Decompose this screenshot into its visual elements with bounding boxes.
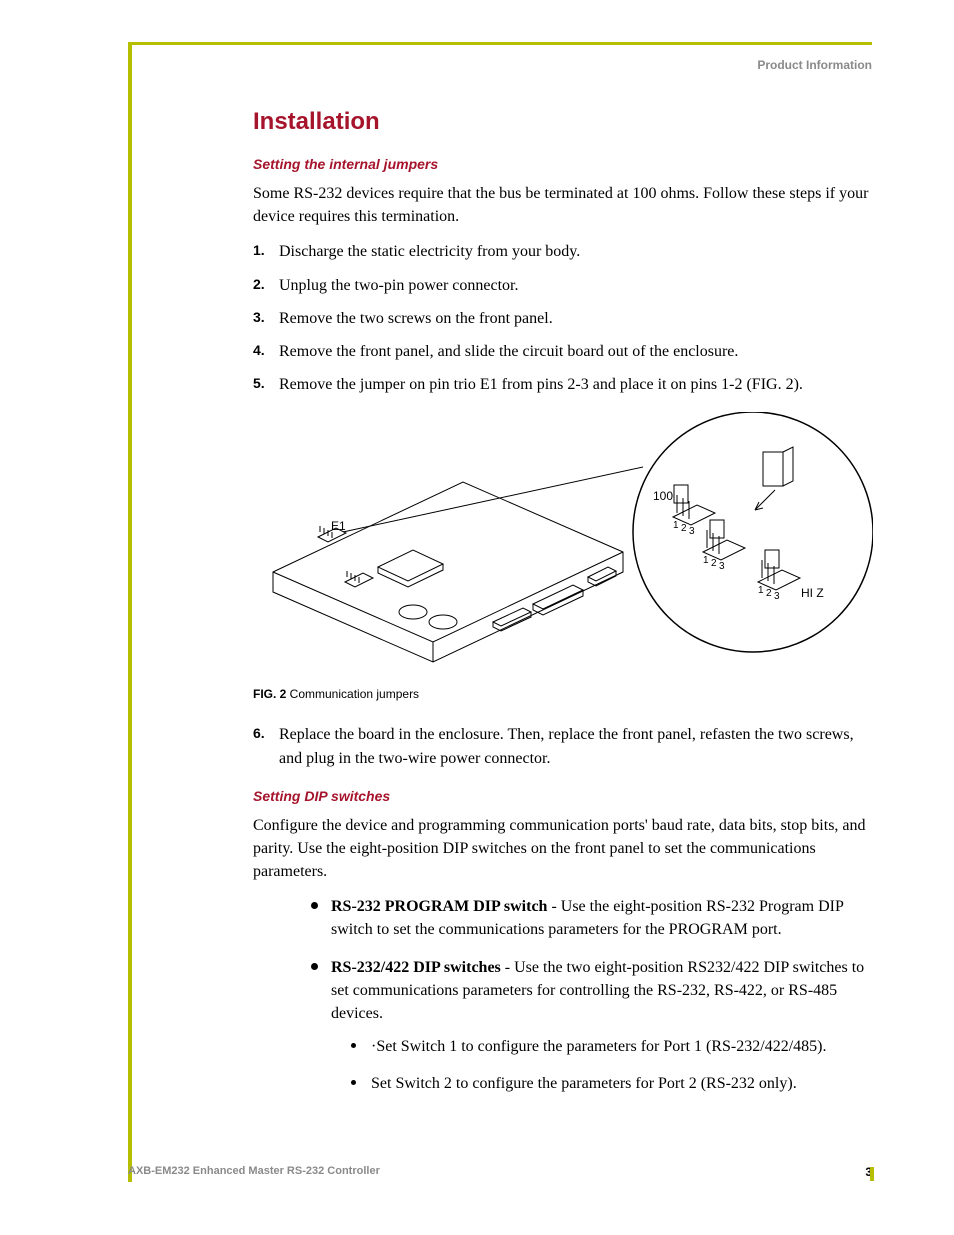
ohm-label: 100 <box>653 489 673 503</box>
bullet-bold: RS-232 PROGRAM DIP switch <box>331 898 547 915</box>
step-num: 1. <box>253 240 279 263</box>
side-rule <box>128 42 132 1182</box>
svg-text:2: 2 <box>711 558 717 569</box>
jumper-diagram-icon: E1 <box>253 412 873 672</box>
content-area: Installation Setting the internal jumper… <box>253 108 873 1110</box>
step-text: Remove the jumper on pin trio E1 from pi… <box>279 373 803 396</box>
subhead-dip: Setting DIP switches <box>253 788 873 804</box>
footer-title: AXB-EM232 Enhanced Master RS-232 Control… <box>128 1165 380 1179</box>
page-accent <box>870 1167 874 1181</box>
svg-text:3: 3 <box>719 561 725 572</box>
intro-jumpers: Some RS-232 devices require that the bus… <box>253 182 873 228</box>
step-num: 2. <box>253 274 279 297</box>
sub-bullet-item: ·Set Switch 1 to configure the parameter… <box>351 1035 873 1058</box>
header-section: Product Information <box>757 58 872 72</box>
step-text: Remove the front panel, and slide the ci… <box>279 340 738 363</box>
e1-label: E1 <box>331 519 346 533</box>
svg-text:3: 3 <box>689 526 695 537</box>
step-num: 3. <box>253 307 279 330</box>
sub-bullet-list: ·Set Switch 1 to configure the parameter… <box>253 1035 873 1095</box>
svg-text:2: 2 <box>766 588 772 599</box>
steps-list-cont: 6.Replace the board in the enclosure. Th… <box>253 723 873 769</box>
step-num: 6. <box>253 723 279 769</box>
step-text: Remove the two screws on the front panel… <box>279 307 553 330</box>
fig-label-bold: FIG. 2 <box>253 687 286 701</box>
step-text: Unplug the two-pin power connector. <box>279 274 519 297</box>
bullet-item: RS-232/422 DIP switches - Use the two ei… <box>311 956 873 1026</box>
svg-text:1: 1 <box>758 585 764 596</box>
svg-text:1: 1 <box>673 520 679 531</box>
svg-text:2: 2 <box>681 523 687 534</box>
svg-text:3: 3 <box>774 591 780 602</box>
step-num: 4. <box>253 340 279 363</box>
sub-bullet-item: Set Switch 2 to configure the parameters… <box>351 1072 873 1095</box>
page-title: Installation <box>253 108 873 136</box>
fig-label-rest: Communication jumpers <box>286 687 419 701</box>
intro-dip: Configure the device and programming com… <box>253 814 873 884</box>
figure-2: E1 <box>253 412 873 677</box>
subhead-jumpers: Setting the internal jumpers <box>253 156 873 172</box>
footer: AXB-EM232 Enhanced Master RS-232 Control… <box>128 1165 872 1179</box>
steps-list: 1.Discharge the static electricity from … <box>253 240 873 396</box>
bullet-list: RS-232 PROGRAM DIP switch - Use the eigh… <box>253 895 873 1025</box>
top-rule <box>128 42 872 45</box>
hiz-label: HI Z <box>801 586 824 600</box>
svg-text:1: 1 <box>703 555 709 566</box>
step-num: 5. <box>253 373 279 396</box>
bullet-bold: RS-232/422 DIP switches <box>331 959 501 976</box>
figure-caption: FIG. 2 Communication jumpers <box>253 687 873 701</box>
bullet-item: RS-232 PROGRAM DIP switch - Use the eigh… <box>311 895 873 941</box>
step-text: Replace the board in the enclosure. Then… <box>279 723 873 769</box>
step-text: Discharge the static electricity from yo… <box>279 240 580 263</box>
